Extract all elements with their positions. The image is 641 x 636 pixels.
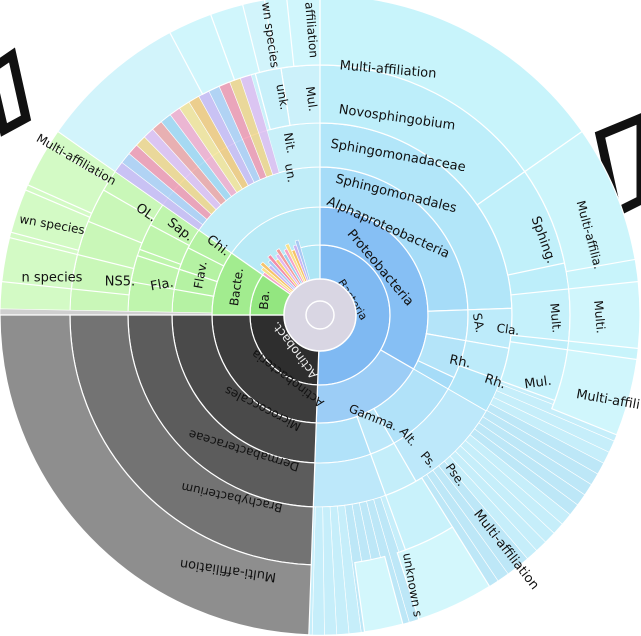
segment-species-13[interactable] bbox=[286, 0, 321, 68]
segment-label-10: Cla. bbox=[496, 321, 521, 338]
segment-label-40: Nit. bbox=[281, 131, 298, 154]
segment-label-31: Flav. bbox=[191, 260, 210, 290]
segment-species-4[interactable] bbox=[396, 526, 491, 621]
segment-label-43: Mul. bbox=[303, 86, 320, 113]
segment-species-2[interactable] bbox=[567, 280, 641, 350]
segment-species-3[interactable] bbox=[551, 349, 638, 436]
segment-label-9: SA. bbox=[470, 312, 487, 334]
segment-label-33: NS5. bbox=[105, 275, 135, 290]
segment-species-6[interactable] bbox=[0, 314, 312, 636]
segment-species-7[interactable] bbox=[26, 144, 109, 215]
segment-label-15: Mul. bbox=[523, 374, 552, 393]
segment-label-12: Multi. bbox=[591, 300, 608, 334]
segment-species-5[interactable] bbox=[354, 555, 404, 633]
center-inner-ring bbox=[305, 300, 335, 330]
segment-species-9[interactable] bbox=[1, 236, 79, 290]
segment-label-42: unk. bbox=[273, 83, 291, 111]
segment-label-11: Mult. bbox=[547, 302, 564, 333]
segment-label-45: affiliation bbox=[302, 1, 321, 58]
segment-label-34: n species bbox=[22, 271, 83, 286]
segment-species-12[interactable] bbox=[168, 13, 236, 96]
segment-label-30: Bacte. bbox=[227, 267, 246, 307]
segment-label-13: Rh. bbox=[448, 352, 472, 371]
segment-label-32: Fla. bbox=[149, 276, 174, 295]
decorative-frame-left bbox=[0, 47, 32, 137]
segment-genus-9[interactable] bbox=[254, 67, 291, 131]
segment-species-1[interactable] bbox=[523, 130, 636, 273]
segment-label-41: un. bbox=[282, 162, 299, 183]
segment-species-8[interactable] bbox=[10, 189, 91, 252]
segment-label-29: Ba. bbox=[257, 290, 273, 311]
segment-species-10[interactable] bbox=[209, 3, 261, 81]
center-circle bbox=[283, 278, 357, 352]
segment-label-14: Rh. bbox=[483, 372, 508, 393]
